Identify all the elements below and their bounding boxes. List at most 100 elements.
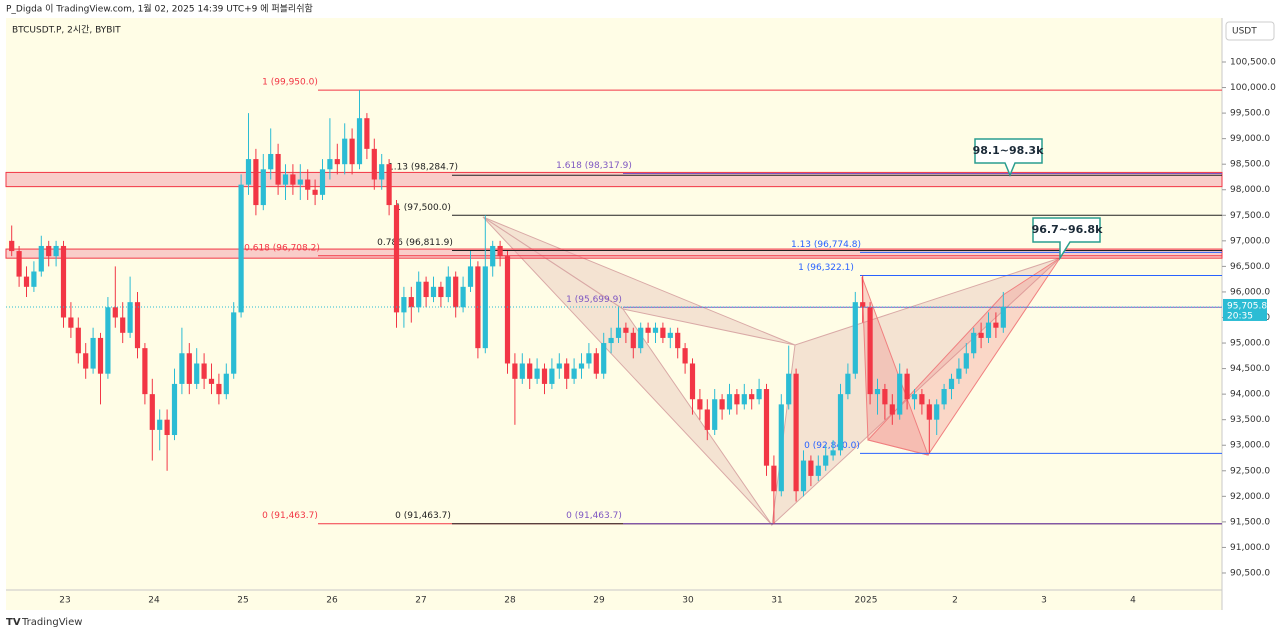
candle-body bbox=[549, 368, 555, 384]
candle-body bbox=[134, 302, 141, 349]
candle-body bbox=[46, 245, 52, 257]
symbol-label: BTCUSDT.P, 2시간, BYBIT bbox=[12, 25, 121, 36]
y-tick-label: 98,500.0 bbox=[1230, 160, 1270, 170]
candle-body bbox=[689, 363, 696, 400]
candle-body bbox=[778, 404, 784, 492]
candle-body bbox=[623, 327, 629, 333]
candle-body bbox=[763, 389, 770, 466]
candle-body bbox=[482, 266, 488, 349]
y-tick-label: 93,500.0 bbox=[1230, 415, 1270, 425]
candle-body bbox=[120, 317, 126, 333]
candle-body bbox=[793, 373, 799, 492]
candle-body bbox=[978, 332, 984, 338]
candle-body bbox=[38, 245, 44, 272]
y-tick-label: 96,000.0 bbox=[1230, 287, 1270, 297]
candle-body bbox=[808, 460, 814, 476]
candle-body bbox=[985, 322, 992, 338]
candle-body bbox=[97, 337, 104, 374]
candle-body bbox=[837, 394, 844, 451]
candle-body bbox=[105, 307, 111, 374]
y-tick-label: 100,000.0 bbox=[1230, 83, 1276, 93]
candle-body bbox=[889, 404, 895, 415]
candle-body bbox=[349, 138, 355, 165]
candle-body bbox=[253, 159, 259, 206]
candle-body bbox=[416, 281, 422, 308]
candle-body bbox=[512, 363, 518, 379]
candle-body bbox=[467, 266, 474, 287]
x-tick-label: 2025 bbox=[855, 596, 878, 606]
candle-body bbox=[83, 353, 89, 369]
axes: 90,500.0 91,000.0 91,500.0 92,000.0 92,500.0… bbox=[6, 57, 1276, 606]
candle-body bbox=[430, 286, 437, 298]
x-tick-label: 3 bbox=[1041, 596, 1047, 606]
countdown-label: 20:35 bbox=[1227, 311, 1253, 321]
callout-box bbox=[1032, 217, 1101, 261]
candle-body bbox=[645, 327, 651, 333]
plot-background bbox=[6, 18, 1222, 610]
y-tick-label: 90,500.0 bbox=[1230, 568, 1270, 578]
candle-body bbox=[726, 394, 733, 410]
candle-body bbox=[578, 363, 585, 369]
y-tick-label: 99,500.0 bbox=[1230, 109, 1270, 119]
candle-body bbox=[845, 373, 851, 395]
candle-body bbox=[882, 389, 888, 405]
x-tick-label: 2 bbox=[952, 596, 958, 606]
candle-body bbox=[356, 118, 363, 165]
candle-body bbox=[260, 169, 266, 206]
candle-body bbox=[245, 159, 252, 185]
callout-label: 96.7~96.8k bbox=[1032, 223, 1103, 236]
candle-body bbox=[867, 307, 873, 395]
candle-body bbox=[911, 394, 918, 400]
candle-body bbox=[460, 286, 466, 308]
x-tick-label: 27 bbox=[415, 596, 426, 606]
candle-body bbox=[941, 389, 947, 405]
candle-body bbox=[90, 337, 96, 369]
candle-body bbox=[830, 450, 836, 456]
candle-body bbox=[23, 276, 30, 287]
candle-body bbox=[179, 353, 185, 384]
x-tick-label: 29 bbox=[593, 596, 605, 606]
candle-body bbox=[445, 276, 451, 298]
candle-body bbox=[334, 159, 340, 165]
candle-body bbox=[675, 332, 681, 349]
y-tick-label: 94,500.0 bbox=[1230, 364, 1270, 374]
candle-body bbox=[556, 363, 562, 369]
candle-body bbox=[297, 179, 303, 185]
candle-body bbox=[934, 404, 940, 420]
candle-body bbox=[112, 307, 118, 318]
candle-body bbox=[231, 312, 237, 374]
candle-body bbox=[541, 368, 548, 384]
candle-body bbox=[823, 455, 829, 466]
candle-body bbox=[379, 164, 385, 180]
candle-body bbox=[16, 251, 22, 277]
candle-body bbox=[815, 465, 821, 476]
candle-body bbox=[608, 337, 614, 344]
candle-body bbox=[194, 363, 200, 384]
last-price-tag bbox=[1223, 298, 1267, 321]
candle-body bbox=[401, 297, 407, 313]
candle-body bbox=[319, 169, 326, 195]
fib-label: 0.618 (96,708.2) bbox=[244, 243, 320, 253]
x-tick-label: 24 bbox=[148, 596, 160, 606]
fib-label: 1.13 (96,774.8) bbox=[791, 240, 861, 250]
candle-body bbox=[216, 383, 222, 395]
candle-body bbox=[438, 286, 444, 298]
x-tick-label: 30 bbox=[682, 596, 694, 606]
currency-label: USDT bbox=[1232, 27, 1257, 37]
y-tick-label: 100,500.0 bbox=[1230, 57, 1276, 67]
fib-label: 0 (91,463.7) bbox=[395, 511, 451, 521]
fib-label: 1 (99,950.0) bbox=[262, 78, 318, 88]
x-tick-label: 23 bbox=[59, 596, 70, 606]
candle-body bbox=[704, 409, 710, 430]
candle-body bbox=[771, 465, 777, 492]
brand-logo: TV bbox=[6, 617, 21, 628]
candle-body bbox=[593, 353, 599, 374]
candle-body bbox=[897, 373, 903, 415]
candle-body bbox=[275, 153, 281, 185]
candle-body bbox=[615, 327, 622, 338]
price-zone bbox=[5, 171, 1223, 188]
candle-body bbox=[9, 240, 15, 252]
candle-body bbox=[712, 399, 718, 430]
candle-body bbox=[564, 363, 570, 379]
